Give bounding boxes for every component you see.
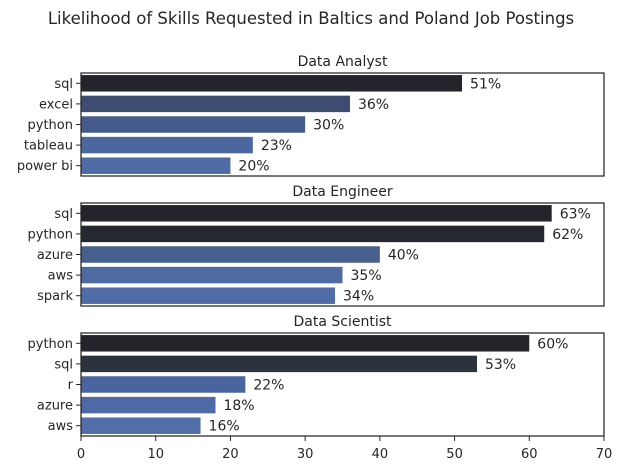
bar (81, 157, 231, 174)
x-tick-label: 10 (147, 447, 164, 462)
x-tick-label: 20 (222, 447, 239, 462)
category-label: azure (37, 248, 73, 263)
panel-frame (80, 332, 605, 437)
bar (81, 116, 306, 133)
category-label: sql (54, 357, 73, 372)
category-label: sql (54, 77, 73, 92)
category-label: r (68, 378, 74, 393)
bar (81, 335, 530, 352)
category-label: power bi (17, 159, 73, 174)
category-label: aws (48, 419, 74, 434)
category-label: aws (48, 269, 74, 284)
panel-2: Data Scientist python 60% sql 53% r 22% azure 18… (28, 314, 613, 462)
x-tick-label: 0 (77, 447, 85, 462)
x-tick-label: 70 (596, 447, 613, 462)
bar (81, 355, 477, 373)
value-label: 20% (238, 159, 269, 175)
bar (81, 95, 350, 113)
panel-title: Data Analyst (298, 54, 388, 70)
value-label: 51% (470, 76, 501, 92)
x-tick-label: 60 (521, 447, 538, 462)
chart-title: Likelihood of Skills Requested in Baltic… (48, 9, 574, 28)
value-label: 23% (261, 138, 292, 154)
panel-title: Data Scientist (294, 314, 393, 330)
x-tick-label: 50 (446, 447, 463, 462)
bar (81, 75, 463, 92)
value-label: 35% (351, 268, 382, 284)
panels: Data Analyst sql 51% excel 36% python 30% table… (17, 54, 612, 462)
category-label: tableau (24, 139, 73, 154)
value-label: 34% (343, 289, 374, 305)
category-label: sql (54, 207, 73, 222)
value-label: 16% (209, 419, 240, 435)
category-label: python (28, 118, 73, 133)
bar (81, 136, 253, 154)
panel-title: Data Engineer (292, 184, 392, 200)
x-tick-label: 40 (372, 447, 389, 462)
x-tick-label: 30 (297, 447, 314, 462)
category-label: excel (39, 97, 73, 112)
value-label: 53% (485, 357, 516, 373)
value-label: 63% (560, 206, 591, 222)
bar (81, 205, 552, 222)
panel-1: Data Engineer sql 63% python 62% azure 40% aws 3… (28, 184, 605, 307)
value-label: 22% (253, 378, 284, 394)
value-label: 40% (388, 248, 419, 264)
panel-frame (80, 72, 605, 177)
value-label: 30% (313, 118, 344, 134)
value-label: 18% (223, 398, 254, 414)
bar (81, 417, 201, 434)
bar (81, 266, 343, 284)
value-label: 36% (358, 97, 389, 113)
category-label: python (28, 227, 73, 242)
category-label: azure (37, 399, 73, 414)
panel-0: Data Analyst sql 51% excel 36% python 30% table… (17, 54, 605, 177)
value-label: 60% (537, 336, 568, 352)
bar (81, 246, 380, 263)
bar (81, 376, 246, 393)
bar (81, 287, 336, 304)
bar (81, 225, 545, 243)
category-label: spark (37, 289, 73, 304)
category-label: python (28, 337, 73, 352)
bar (81, 396, 216, 414)
panel-frame (80, 202, 605, 307)
value-label: 62% (552, 227, 583, 243)
